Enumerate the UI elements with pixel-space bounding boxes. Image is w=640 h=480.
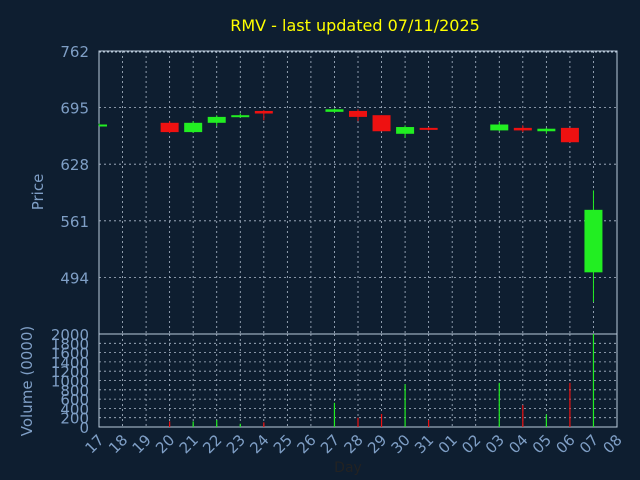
candle-body [537,128,556,132]
candle-body [160,122,179,133]
volume-tick-label: 2000 [51,326,89,344]
price-tick-label: 494 [60,269,89,287]
price-tick-label: 762 [60,43,89,61]
candle-body [231,115,250,118]
volume-tick-label: 600 [60,391,89,409]
volume-tick-label: 0 [79,419,89,437]
volume-tick-label: 1600 [51,345,89,363]
candle-body [584,209,603,273]
candle-body [372,115,391,132]
price-tick-label: 561 [60,213,89,231]
price-tick-label: 695 [60,100,89,118]
candle-body [513,127,532,131]
candle-body [396,127,415,134]
volume-tick-label: 1400 [51,354,89,372]
candle-body [349,110,367,117]
chart-title: RMV - last updated 07/11/2025 [230,16,480,35]
candle-body [207,116,226,123]
volume-tick-label: 200 [60,410,89,428]
volume-tick-label: 1800 [51,335,89,353]
candle-body [560,127,579,143]
x-axis-label: Day [334,460,362,476]
volume-tick-label: 1000 [51,373,89,391]
x-axis: 1718192021222324252627282930310102030405… [82,431,626,457]
volume-axis-label: Volume (0000) [18,326,36,436]
candle-body [254,110,273,114]
candle-body [490,124,509,131]
price-axis-label: Price [29,174,47,211]
price-panel: 494 561 628 695 762 [60,43,618,335]
price-tick-label: 628 [60,156,89,174]
candle-body [99,124,107,127]
volume-tick-label: 400 [60,400,89,418]
volume-tick-label: 1200 [51,363,89,381]
candle-body [325,109,344,112]
candle-body [419,127,438,130]
candle-body [184,122,203,133]
volume-tick-label: 800 [60,382,89,400]
